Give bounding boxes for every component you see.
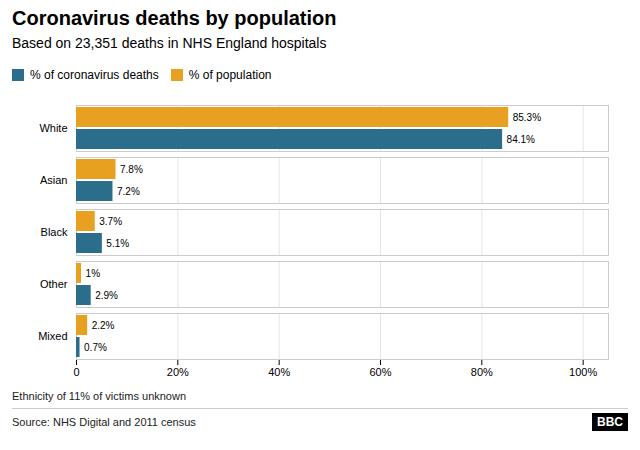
- html-text:Ethnicity of 11% of victims un: Ethnicity of 11% of victims unknown: [12, 390, 186, 402]
- svg-text:0: 0: [73, 366, 79, 378]
- svg-text:2.9%: 2.9%: [95, 290, 118, 301]
- html-text:BBC: BBC: [597, 415, 623, 429]
- svg-text:20%: 20%: [167, 366, 189, 378]
- svg-text:0.7%: 0.7%: [84, 342, 107, 353]
- svg-text:Black: Black: [41, 226, 68, 238]
- svg-text:5.1%: 5.1%: [106, 238, 129, 249]
- html-text:% of population: % of population: [188, 67, 272, 82]
- svg-text:Mixed: Mixed: [38, 330, 67, 342]
- svg-text:60%: 60%: [369, 366, 391, 378]
- svg-text:85.3%: 85.3%: [513, 112, 541, 123]
- svg-text:7.8%: 7.8%: [120, 164, 143, 175]
- svg-text:100%: 100%: [569, 366, 597, 378]
- svg-text:Other: Other: [40, 278, 68, 290]
- html-text:% of coronavirus deaths: % of coronavirus deaths: [30, 67, 159, 82]
- svg-text:80%: 80%: [471, 366, 493, 378]
- html-text:Based on 23,351 deaths in NHS: Based on 23,351 deaths in NHS England ho…: [12, 35, 327, 51]
- svg-text:40%: 40%: [268, 366, 290, 378]
- html-text:Source: NHS Digital and 2011 c: Source: NHS Digital and 2011 census: [12, 416, 196, 428]
- svg-text:2.2%: 2.2%: [92, 320, 115, 331]
- svg-text:7.2%: 7.2%: [117, 186, 140, 197]
- svg-text:1%: 1%: [86, 268, 101, 279]
- svg-text:84.1%: 84.1%: [507, 134, 535, 145]
- svg-text:Asian: Asian: [40, 174, 68, 186]
- html-text:Coronavirus deaths by populati: Coronavirus deaths by population: [12, 7, 337, 29]
- svg-text:3.7%: 3.7%: [99, 216, 122, 227]
- svg-text:White: White: [39, 122, 67, 134]
